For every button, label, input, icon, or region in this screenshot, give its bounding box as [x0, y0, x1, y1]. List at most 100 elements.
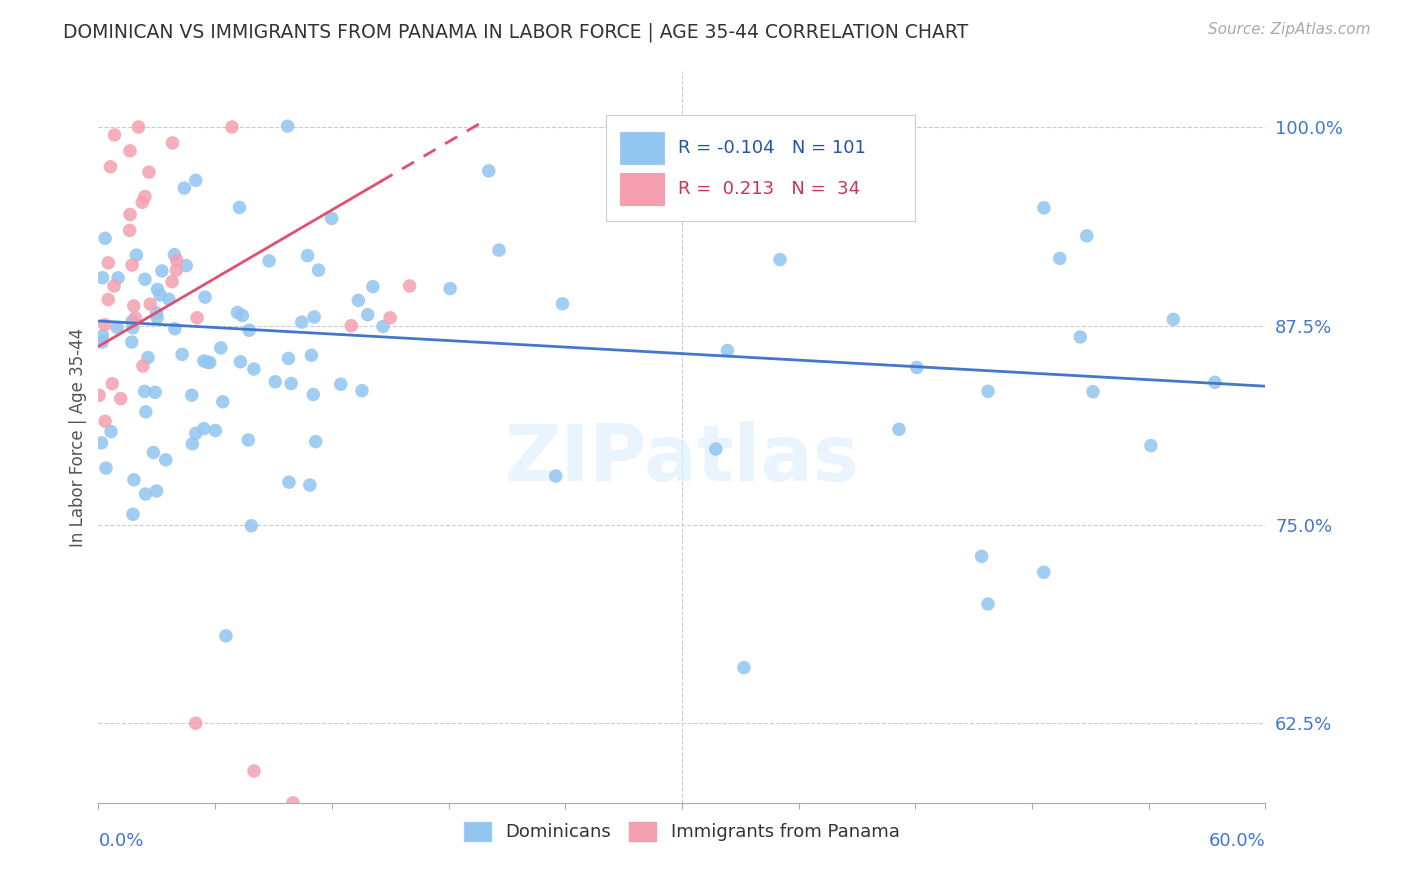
- Point: [347, 293, 370, 308]
- Point: [198, 355, 221, 369]
- Point: [308, 263, 330, 277]
- Point: [350, 384, 373, 398]
- Point: [139, 297, 162, 311]
- Point: [162, 136, 184, 150]
- Point: [143, 385, 166, 400]
- Point: [110, 392, 132, 406]
- Point: [125, 248, 148, 262]
- Point: [716, 343, 738, 358]
- Point: [478, 164, 501, 178]
- Point: [135, 487, 157, 501]
- Point: [180, 388, 202, 402]
- Point: [357, 308, 380, 322]
- Point: [146, 310, 169, 325]
- Point: [134, 384, 156, 399]
- Point: [94, 461, 117, 475]
- Point: [174, 259, 197, 273]
- Point: [135, 405, 157, 419]
- Point: [194, 290, 217, 304]
- Point: [124, 310, 146, 325]
- Point: [100, 160, 122, 174]
- Point: [1140, 439, 1163, 453]
- Point: [103, 279, 125, 293]
- Point: [970, 549, 993, 564]
- Point: [380, 310, 402, 325]
- Point: [1032, 566, 1054, 580]
- Point: [97, 293, 120, 307]
- Text: R =  0.213   N =  34: R = 0.213 N = 34: [679, 180, 860, 198]
- Point: [240, 518, 263, 533]
- Point: [184, 173, 207, 187]
- Point: [91, 328, 114, 343]
- Point: [101, 376, 124, 391]
- Point: [122, 299, 145, 313]
- Point: [157, 292, 180, 306]
- Point: [142, 445, 165, 459]
- Point: [91, 270, 114, 285]
- Y-axis label: In Labor Force | Age 35-44: In Labor Force | Age 35-44: [69, 327, 87, 547]
- Point: [243, 362, 266, 376]
- Point: [305, 434, 328, 449]
- Point: [1081, 384, 1104, 399]
- Point: [181, 437, 204, 451]
- Point: [97, 256, 120, 270]
- Point: [238, 323, 260, 337]
- Point: [299, 348, 322, 362]
- Point: [228, 201, 250, 215]
- Point: [145, 483, 167, 498]
- Point: [887, 422, 910, 436]
- Point: [1204, 376, 1226, 390]
- Point: [297, 249, 319, 263]
- Point: [90, 435, 112, 450]
- Point: [138, 165, 160, 179]
- Text: R = -0.104   N = 101: R = -0.104 N = 101: [679, 139, 866, 157]
- Point: [160, 275, 183, 289]
- Point: [134, 272, 156, 286]
- Point: [165, 263, 187, 277]
- Point: [905, 360, 928, 375]
- FancyBboxPatch shape: [620, 132, 665, 164]
- Point: [211, 394, 233, 409]
- Point: [229, 355, 252, 369]
- Point: [321, 211, 343, 226]
- Point: [121, 314, 143, 328]
- Point: [769, 252, 792, 267]
- Point: [276, 119, 298, 133]
- Point: [89, 388, 111, 402]
- Point: [163, 322, 186, 336]
- Point: [184, 716, 207, 731]
- Point: [122, 473, 145, 487]
- Point: [163, 248, 186, 262]
- Point: [329, 377, 352, 392]
- Point: [146, 282, 169, 296]
- Point: [1163, 312, 1185, 326]
- Point: [398, 279, 420, 293]
- Point: [172, 347, 194, 361]
- Point: [91, 335, 114, 350]
- Point: [704, 442, 727, 456]
- Point: [103, 128, 125, 142]
- Point: [361, 279, 384, 293]
- Point: [278, 475, 301, 490]
- Point: [94, 231, 117, 245]
- Point: [340, 318, 363, 333]
- Point: [118, 207, 141, 221]
- Point: [977, 384, 1000, 399]
- Point: [184, 426, 207, 441]
- Point: [238, 433, 260, 447]
- Point: [439, 282, 461, 296]
- Point: [291, 315, 314, 329]
- Point: [173, 181, 195, 195]
- Point: [136, 351, 159, 365]
- Point: [280, 376, 302, 391]
- Point: [298, 478, 321, 492]
- Point: [551, 297, 574, 311]
- Point: [121, 258, 143, 272]
- Point: [1069, 330, 1091, 344]
- Point: [243, 764, 266, 778]
- Point: [204, 424, 226, 438]
- Point: [121, 334, 143, 349]
- Point: [371, 319, 394, 334]
- Point: [132, 359, 155, 373]
- Point: [1032, 201, 1054, 215]
